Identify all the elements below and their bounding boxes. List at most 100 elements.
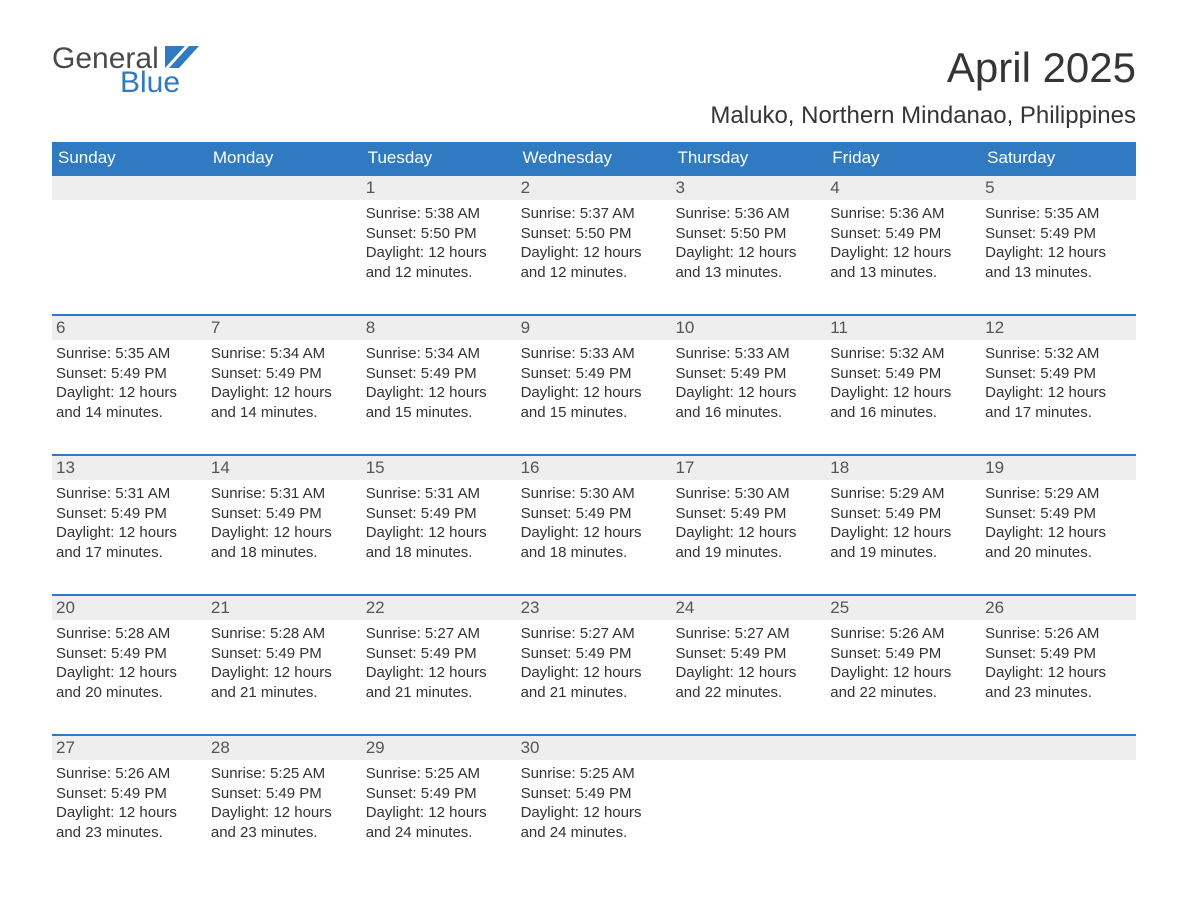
day-number: 17 <box>671 456 826 480</box>
daylight-line-2: and 16 minutes. <box>830 403 977 423</box>
day-details: Sunrise: 5:34 AMSunset: 5:49 PMDaylight:… <box>211 344 358 422</box>
weekday-header: Friday <box>826 142 981 174</box>
sunset-line: Sunset: 5:49 PM <box>521 644 668 664</box>
sunset-line: Sunset: 5:49 PM <box>211 504 358 524</box>
weeks-container: 1Sunrise: 5:38 AMSunset: 5:50 PMDaylight… <box>52 174 1136 856</box>
sunrise-line: Sunrise: 5:25 AM <box>521 764 668 784</box>
day-number: 4 <box>826 176 981 200</box>
calendar-day: 25Sunrise: 5:26 AMSunset: 5:49 PMDayligh… <box>826 596 981 716</box>
day-details: Sunrise: 5:38 AMSunset: 5:50 PMDaylight:… <box>366 204 513 282</box>
day-number: 14 <box>207 456 362 480</box>
daylight-line-2: and 17 minutes. <box>985 403 1132 423</box>
sunrise-line: Sunrise: 5:34 AM <box>366 344 513 364</box>
sunset-line: Sunset: 5:50 PM <box>521 224 668 244</box>
daylight-line-2: and 18 minutes. <box>521 543 668 563</box>
sunrise-line: Sunrise: 5:28 AM <box>56 624 203 644</box>
calendar-week: 13Sunrise: 5:31 AMSunset: 5:49 PMDayligh… <box>52 454 1136 576</box>
daylight-line-1: Daylight: 12 hours <box>211 663 358 683</box>
day-number: 3 <box>671 176 826 200</box>
calendar-day: 19Sunrise: 5:29 AMSunset: 5:49 PMDayligh… <box>981 456 1136 576</box>
sunrise-line: Sunrise: 5:26 AM <box>56 764 203 784</box>
calendar-day: 15Sunrise: 5:31 AMSunset: 5:49 PMDayligh… <box>362 456 517 576</box>
day-details: Sunrise: 5:26 AMSunset: 5:49 PMDaylight:… <box>985 624 1132 702</box>
sunset-line: Sunset: 5:49 PM <box>985 224 1132 244</box>
day-details: Sunrise: 5:36 AMSunset: 5:50 PMDaylight:… <box>675 204 822 282</box>
day-number: 5 <box>981 176 1136 200</box>
calendar-day-empty <box>981 736 1136 856</box>
day-number: 15 <box>362 456 517 480</box>
day-number: 25 <box>826 596 981 620</box>
day-details: Sunrise: 5:28 AMSunset: 5:49 PMDaylight:… <box>56 624 203 702</box>
weekday-header: Sunday <box>52 142 207 174</box>
calendar-day-empty <box>207 176 362 296</box>
daylight-line-2: and 13 minutes. <box>830 263 977 283</box>
daylight-line-2: and 20 minutes. <box>985 543 1132 563</box>
sunrise-line: Sunrise: 5:27 AM <box>521 624 668 644</box>
day-details: Sunrise: 5:28 AMSunset: 5:49 PMDaylight:… <box>211 624 358 702</box>
sunset-line: Sunset: 5:49 PM <box>521 364 668 384</box>
daylight-line-1: Daylight: 12 hours <box>366 383 513 403</box>
daylight-line-1: Daylight: 12 hours <box>521 523 668 543</box>
sunrise-line: Sunrise: 5:36 AM <box>830 204 977 224</box>
sunrise-line: Sunrise: 5:31 AM <box>211 484 358 504</box>
sunrise-line: Sunrise: 5:32 AM <box>830 344 977 364</box>
weekday-header: Thursday <box>671 142 826 174</box>
daylight-line-2: and 14 minutes. <box>211 403 358 423</box>
day-number: 12 <box>981 316 1136 340</box>
day-number: 21 <box>207 596 362 620</box>
sunset-line: Sunset: 5:49 PM <box>830 224 977 244</box>
calendar-day: 28 Sunrise: 5:25 AMSunset: 5:49 PMDayligh… <box>207 736 362 856</box>
daylight-line-1: Daylight: 12 hours <box>366 523 513 543</box>
sunset-line: Sunset: 5:49 PM <box>366 784 513 804</box>
calendar-day: 23Sunrise: 5:27 AMSunset: 5:49 PMDayligh… <box>517 596 672 716</box>
day-details: Sunrise: 5:36 AMSunset: 5:49 PMDaylight:… <box>830 204 977 282</box>
sunrise-line: Sunrise: 5:32 AM <box>985 344 1132 364</box>
month-title: April 2025 <box>710 44 1136 92</box>
daylight-line-1: Daylight: 12 hours <box>675 243 822 263</box>
day-number: 10 <box>671 316 826 340</box>
sunset-line: Sunset: 5:49 PM <box>830 504 977 524</box>
daylight-line-1: Daylight: 12 hours <box>830 383 977 403</box>
day-details: Sunrise: 5:26 AMSunset: 5:49 PMDaylight:… <box>56 764 203 842</box>
sunset-line: Sunset: 5:49 PM <box>56 364 203 384</box>
day-number: 22 <box>362 596 517 620</box>
day-number: 13 <box>52 456 207 480</box>
day-details: Sunrise: 5:30 AMSunset: 5:49 PMDaylight:… <box>521 484 668 562</box>
daylight-line-1: Daylight: 12 hours <box>985 663 1132 683</box>
weekday-header: Wednesday <box>517 142 672 174</box>
day-details: Sunrise: 5:25 AMSunset: 5:49 PMDaylight:… <box>211 764 358 842</box>
sunset-line: Sunset: 5:49 PM <box>830 364 977 384</box>
calendar-day: 9Sunrise: 5:33 AMSunset: 5:49 PMDaylight… <box>517 316 672 436</box>
day-number <box>52 176 207 200</box>
calendar-day: 10 Sunrise: 5:33 AMSunset: 5:49 PMDayligh… <box>671 316 826 436</box>
calendar-day: 27Sunrise: 5:26 AMSunset: 5:49 PMDayligh… <box>52 736 207 856</box>
day-details: Sunrise: 5:31 AMSunset: 5:49 PMDaylight:… <box>211 484 358 562</box>
calendar-day: 21 Sunrise: 5:28 AMSunset: 5:49 PMDayligh… <box>207 596 362 716</box>
day-details: Sunrise: 5:33 AMSunset: 5:49 PMDaylight:… <box>675 344 822 422</box>
day-details: Sunrise: 5:32 AMSunset: 5:49 PMDaylight:… <box>830 344 977 422</box>
daylight-line-1: Daylight: 12 hours <box>830 523 977 543</box>
daylight-line-1: Daylight: 12 hours <box>56 663 203 683</box>
calendar-day: 29Sunrise: 5:25 AMSunset: 5:49 PMDayligh… <box>362 736 517 856</box>
sunrise-line: Sunrise: 5:27 AM <box>675 624 822 644</box>
day-number: 2 <box>517 176 672 200</box>
day-details: Sunrise: 5:34 AMSunset: 5:49 PMDaylight:… <box>366 344 513 422</box>
brand-line2: Blue <box>120 68 199 98</box>
sunset-line: Sunset: 5:49 PM <box>366 504 513 524</box>
brand-logo: General Blue <box>52 44 199 98</box>
sunset-line: Sunset: 5:49 PM <box>985 364 1132 384</box>
sunset-line: Sunset: 5:49 PM <box>211 644 358 664</box>
day-number: 28 <box>207 736 362 760</box>
sunrise-line: Sunrise: 5:33 AM <box>521 344 668 364</box>
day-number <box>207 176 362 200</box>
daylight-line-1: Daylight: 12 hours <box>56 383 203 403</box>
daylight-line-2: and 12 minutes. <box>521 263 668 283</box>
sunset-line: Sunset: 5:49 PM <box>211 364 358 384</box>
day-number: 7 <box>207 316 362 340</box>
weekday-header-row: SundayMondayTuesdayWednesdayThursdayFrid… <box>52 142 1136 174</box>
sunset-line: Sunset: 5:50 PM <box>366 224 513 244</box>
calendar-day: 20Sunrise: 5:28 AMSunset: 5:49 PMDayligh… <box>52 596 207 716</box>
calendar-day: 17Sunrise: 5:30 AMSunset: 5:49 PMDayligh… <box>671 456 826 576</box>
calendar-day-empty <box>671 736 826 856</box>
day-number <box>671 736 826 760</box>
